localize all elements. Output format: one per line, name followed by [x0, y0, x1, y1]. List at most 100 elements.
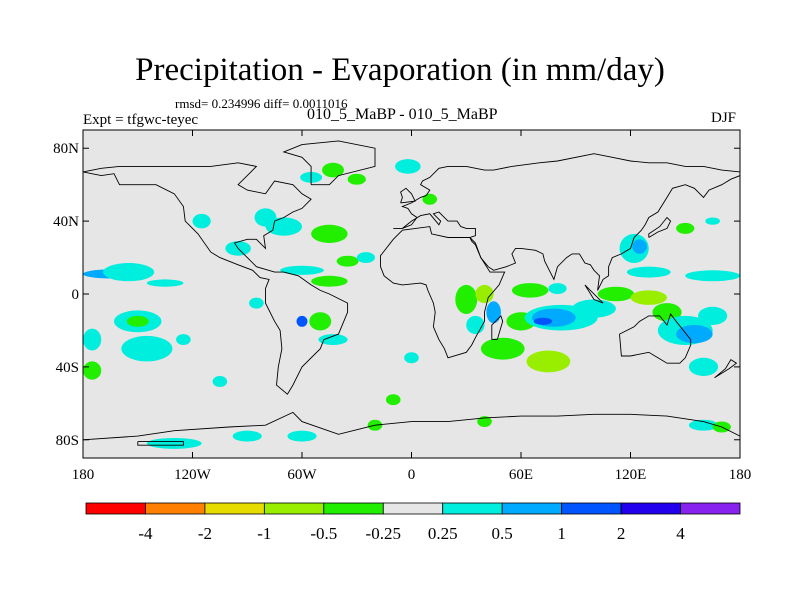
coastline	[137, 441, 184, 446]
colorbar-label: 0.5	[492, 524, 513, 543]
coastline	[648, 216, 672, 238]
colorbar-label: -0.25	[366, 524, 401, 543]
colorbar-swatch	[561, 502, 622, 515]
anomaly-patch	[475, 284, 494, 304]
anomaly-patch	[422, 193, 438, 205]
colorbar-label: -1	[257, 524, 271, 543]
anomaly-patch	[688, 419, 719, 431]
anomaly-patch	[103, 263, 155, 282]
anomaly-patch	[83, 328, 102, 351]
anomaly-patch	[597, 286, 635, 302]
colorbar-swatch	[145, 502, 206, 515]
colorbar-label: 1	[557, 524, 566, 543]
colorbar-swatch	[323, 502, 384, 515]
anomaly-patch	[280, 265, 324, 275]
anomaly-patch	[404, 352, 419, 364]
y-axis: 80N 40N 0 40S 80S	[53, 141, 740, 449]
anomaly-patch	[511, 283, 549, 298]
anomaly-patch	[630, 290, 667, 305]
anomaly-patch	[309, 312, 332, 331]
anomaly-patch	[626, 266, 671, 278]
anomaly-patch	[385, 394, 401, 406]
x-tick-label: 180	[72, 467, 95, 483]
coastline	[491, 315, 504, 341]
anomaly-field	[83, 159, 740, 449]
anomaly-patch	[176, 334, 191, 346]
colorbar-swatch	[442, 502, 503, 515]
anomaly-patch	[146, 279, 184, 287]
x-tick-label: 120E	[615, 467, 647, 483]
chart-title: Precipitation - Evaporation (in mm/day)	[135, 52, 665, 88]
anomaly-patch	[249, 297, 264, 309]
coastline	[83, 162, 349, 395]
anomaly-patch	[632, 239, 647, 254]
coastline	[619, 313, 692, 364]
anomaly-patch	[685, 270, 740, 282]
anomaly-patch	[192, 213, 211, 229]
colorbar-label: -2	[198, 524, 212, 543]
anomaly-patch	[676, 222, 695, 234]
season-label: DJF	[711, 110, 737, 126]
anomaly-patch	[395, 159, 421, 174]
coastline	[83, 411, 740, 458]
anomaly-patch	[322, 162, 344, 178]
x-axis: 180 120W 60W 0 60E 120E 180	[72, 130, 752, 483]
y-tick-label: 80N	[53, 141, 79, 157]
colorbar-swatch	[204, 502, 265, 515]
colorbar-swatch	[620, 502, 681, 515]
experiment-label: Expt = tfgwc-teyec	[83, 112, 199, 128]
anomaly-patch	[356, 252, 375, 264]
anomaly-patch	[126, 315, 149, 327]
anomaly-patch	[486, 301, 501, 324]
coastline	[400, 187, 416, 204]
anomaly-patch	[572, 299, 616, 318]
colorbar-swatch	[263, 502, 325, 515]
stats-label: rmsd= 0.234996 diff= 0.0011016	[175, 96, 348, 111]
colorbar-label: 2	[617, 524, 626, 543]
x-tick-label: 60E	[509, 467, 533, 483]
y-tick-label: 0	[72, 287, 80, 303]
coastline	[380, 226, 506, 359]
anomaly-patch	[466, 315, 485, 335]
colorbar-swatch	[501, 502, 563, 515]
colorbar-label: -0.5	[310, 524, 337, 543]
anomaly-patch	[480, 337, 525, 360]
anomaly-patch	[688, 357, 719, 376]
anomaly-patch	[676, 324, 713, 344]
anomaly-patch	[212, 376, 228, 387]
anomaly-patch	[318, 334, 348, 346]
y-tick-label: 40N	[53, 214, 79, 230]
y-tick-label: 40S	[56, 360, 79, 376]
colorbar-label: -4	[138, 524, 153, 543]
anomaly-patch	[455, 284, 478, 315]
anomaly-patch	[477, 416, 492, 428]
anomaly-patch	[548, 283, 567, 294]
colorbar-swatch	[382, 502, 444, 515]
x-tick-label: 0	[408, 467, 416, 483]
coastline	[282, 140, 376, 186]
coastline	[714, 358, 738, 379]
x-tick-label: 120W	[174, 467, 212, 483]
x-tick-label: 180	[729, 467, 752, 483]
x-tick-label: 60W	[287, 467, 317, 483]
anomaly-patch	[146, 437, 202, 449]
anomaly-patch	[232, 430, 262, 442]
anomaly-patch	[287, 430, 317, 442]
anomaly-patch	[83, 361, 102, 380]
colorbar-label: 0.25	[428, 524, 458, 543]
anomaly-patch	[336, 255, 359, 267]
anomaly-patch	[533, 317, 553, 325]
colorbar-swatch	[85, 502, 146, 515]
colorbar: -4 -2 -1 -0.5 -0.25 0.25 0.5 1 2 4	[85, 502, 741, 543]
anomaly-patch	[254, 208, 277, 227]
chart-subtitle: 010_5_MaBP - 010_5_MaBP	[307, 106, 498, 123]
anomaly-patch	[705, 217, 720, 225]
anomaly-patch	[698, 306, 728, 325]
coastline	[393, 153, 740, 291]
anomaly-patch	[121, 335, 173, 362]
anomaly-patch	[311, 275, 348, 287]
colorbar-label: 4	[676, 524, 685, 543]
anomaly-patch	[526, 350, 571, 373]
y-tick-label: 80S	[56, 433, 79, 449]
